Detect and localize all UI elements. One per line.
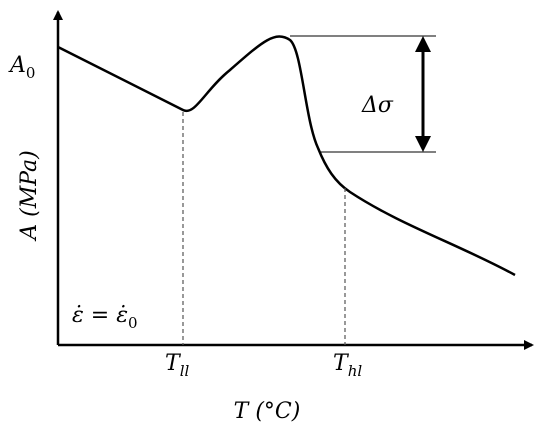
delta-label: Δσ xyxy=(361,93,394,118)
x-axis-label: T (°C) xyxy=(234,399,301,424)
x-mark: Thl xyxy=(333,351,362,380)
strain-rate: ε̇ = ε̇0 xyxy=(72,303,138,332)
arrow-head xyxy=(415,36,431,52)
arrow-head xyxy=(415,136,431,152)
y-mark: A0 xyxy=(8,53,35,82)
stress-curve xyxy=(57,35,516,277)
y-axis-label: A (MPa) xyxy=(17,150,42,242)
x-mark: Tll xyxy=(165,351,189,380)
